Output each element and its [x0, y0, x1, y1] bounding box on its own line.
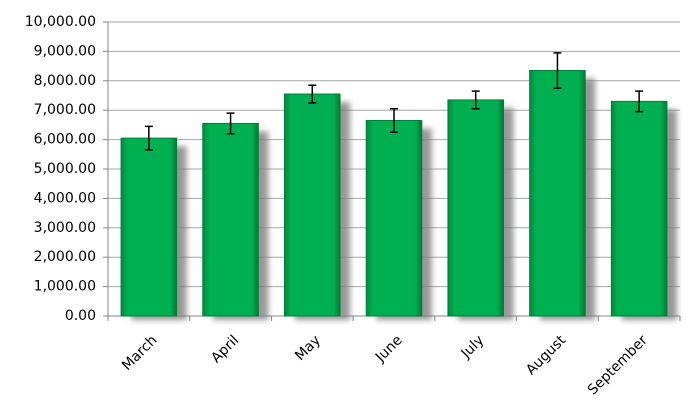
y-tick-label: 1,000.00	[34, 279, 96, 295]
x-tick-label: June	[372, 332, 406, 366]
bar	[529, 70, 586, 317]
error-bar	[390, 107, 398, 133]
error-bar	[226, 112, 235, 135]
error-bar	[635, 90, 644, 113]
y-tick-label: 7,000.00	[34, 102, 96, 118]
error-bar	[553, 52, 562, 89]
y-tick-label: 8,000.00	[34, 73, 96, 89]
y-tick-label: 0.00	[65, 308, 96, 324]
bar	[284, 93, 341, 317]
error-bar	[308, 84, 317, 104]
error-bar	[144, 125, 153, 151]
x-tick-label: April	[208, 332, 242, 366]
x-tick-label: May	[292, 332, 324, 364]
y-tick-label: 3,000.00	[34, 220, 96, 236]
bar	[447, 99, 504, 317]
y-tick-label: 6,000.00	[34, 132, 96, 148]
y-tick-label: 9,000.00	[34, 43, 96, 59]
y-tick-label: 2,000.00	[34, 249, 96, 265]
y-tick-label: 5,000.00	[34, 161, 96, 177]
bar	[120, 137, 178, 317]
x-tick-label: August	[523, 332, 569, 378]
y-tick-label: 4,000.00	[34, 190, 96, 206]
x-tick-label: July	[458, 332, 488, 362]
x-tick-label: September	[585, 332, 651, 398]
y-tick-label: 10,000.00	[25, 14, 96, 30]
bar	[365, 119, 423, 317]
bar	[202, 122, 259, 317]
error-bar	[471, 90, 480, 110]
x-tick-label: March	[119, 332, 160, 373]
bar	[610, 100, 668, 317]
